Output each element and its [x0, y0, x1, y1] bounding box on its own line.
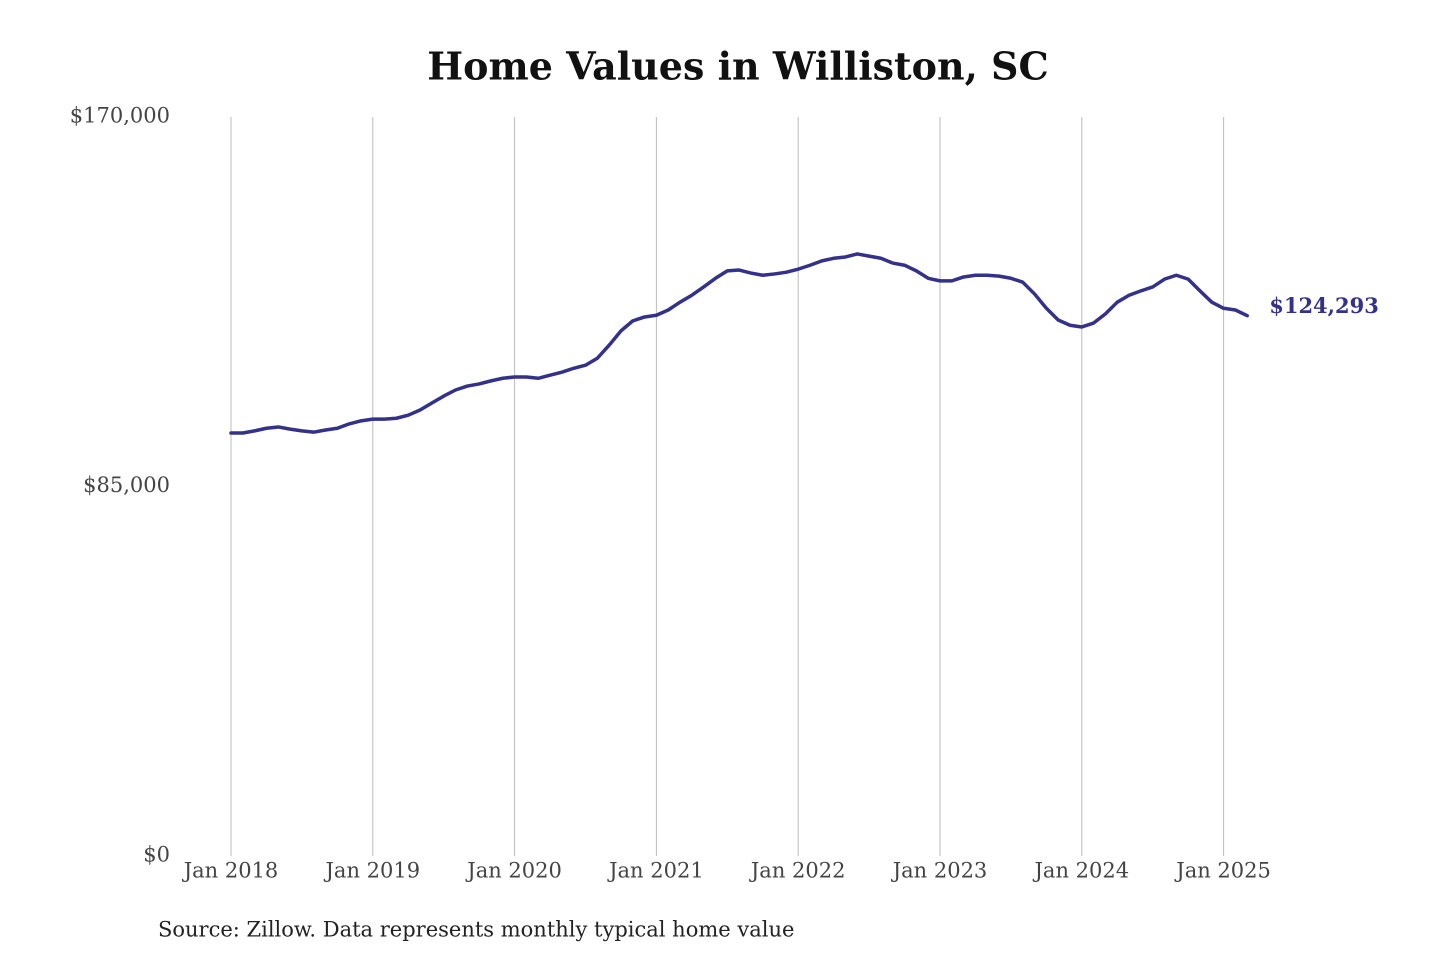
x-tick-label: Jan 2019 — [324, 859, 421, 883]
line-series — [229, 252, 1249, 435]
x-tick-label: Jan 2021 — [607, 859, 704, 883]
y-tick-label: $170,000 — [70, 104, 170, 128]
x-tick-label: Jan 2023 — [891, 859, 988, 883]
y-tick-label: $0 — [143, 843, 170, 867]
x-tick-label: Jan 2018 — [182, 859, 279, 883]
x-tick-label: Jan 2024 — [1033, 859, 1130, 883]
source-note: Source: Zillow. Data represents monthly … — [158, 918, 794, 942]
x-tick-label: Jan 2025 — [1174, 859, 1271, 883]
value-label: $124,293 — [1269, 293, 1379, 318]
chart-title: Home Values in Williston, SC — [427, 44, 1048, 89]
y-tick-label: $85,000 — [83, 473, 170, 497]
x-tick-label: Jan 2022 — [749, 859, 846, 883]
x-tick-label: Jan 2020 — [465, 859, 562, 883]
